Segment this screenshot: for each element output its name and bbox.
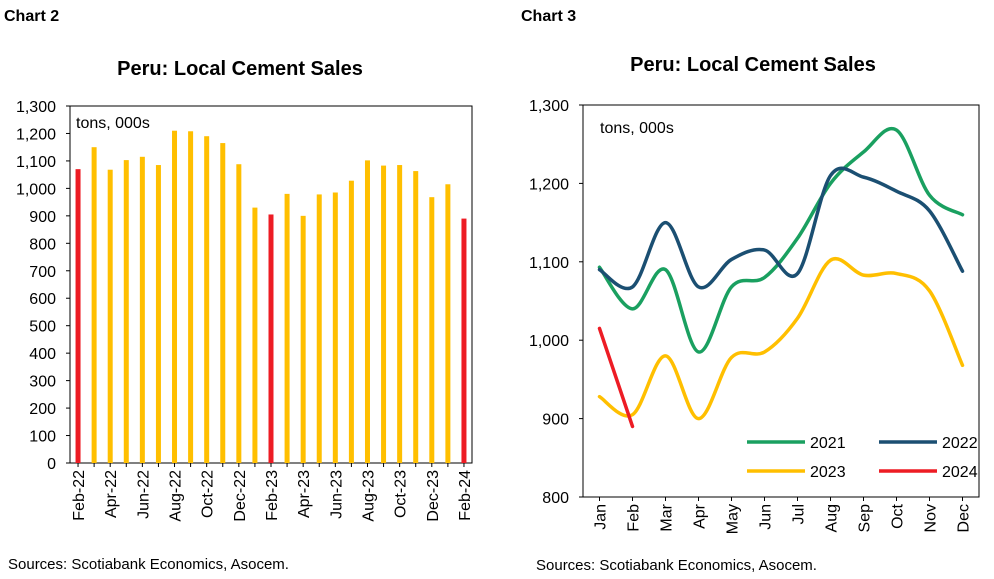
y-tick-label: 400: [29, 346, 56, 363]
bar: [316, 194, 322, 463]
bar: [155, 165, 161, 464]
y-tick-label: 1,200: [16, 126, 56, 143]
y-tick-label: 1,300: [16, 99, 56, 116]
y-tick-label: 500: [29, 319, 56, 336]
y-tick-label: 100: [29, 429, 56, 446]
bar: [348, 180, 354, 464]
y-tick-label: 600: [29, 291, 56, 308]
y-tick-label: 1,100: [529, 255, 569, 272]
bar: [172, 130, 178, 463]
bar: [220, 143, 226, 464]
series-line-2021: [597, 126, 965, 354]
series-line-2023: [597, 256, 965, 421]
y-tick-label: 700: [29, 264, 56, 281]
bar: [429, 197, 435, 463]
chart-3-title: Peru: Local Cement Sales: [630, 54, 876, 76]
chart-3-axes: 800 900 1,000 1,100 1,200 1,300 Jan Feb Mar Apr Ma…: [529, 98, 980, 534]
bar: [284, 193, 290, 463]
chart-3-unit-label: tons, 000s: [600, 120, 674, 137]
y-tick-label: 1,300: [529, 98, 569, 115]
bar: [332, 192, 338, 463]
y-tick-label: 900: [29, 209, 56, 226]
y-tick-label: 1,000: [529, 333, 569, 350]
x-tick-label: Jun-23: [328, 470, 345, 519]
x-tick-label: Jun-22: [135, 470, 152, 519]
x-tick-label: Nov: [923, 504, 940, 532]
legend-label-2024: 2024: [942, 464, 978, 481]
x-tick-label: Apr: [692, 503, 709, 529]
legend-label-2022: 2022: [942, 435, 978, 452]
x-tick-label: Apr-22: [103, 470, 120, 518]
bar: [461, 218, 467, 463]
chart-2-label: Chart 2: [4, 8, 60, 25]
series-line-2024: [597, 326, 635, 429]
x-tick-label: Feb-22: [71, 470, 88, 521]
y-tick-label: 0: [47, 456, 56, 473]
bar: [91, 147, 97, 463]
x-tick-label: Dec-22: [232, 470, 249, 522]
bar: [300, 215, 306, 463]
x-tick-label: Oct: [890, 503, 907, 528]
x-tick-label: Aug-23: [360, 470, 377, 522]
chart-2-axes: 0 100 200 300 400 500 600 700 800 900 1,000 1,100 1,…: [16, 99, 474, 522]
bar: [139, 156, 145, 464]
bar: [252, 207, 258, 463]
x-tick-label: Jan: [593, 504, 610, 530]
bar: [204, 136, 210, 463]
bar: [188, 131, 194, 463]
y-tick-label: 900: [542, 412, 569, 429]
y-tick-label: 1,100: [16, 154, 56, 171]
chart-3-legend: 2021 2022 2023 2024: [747, 435, 978, 481]
y-tick-label: 800: [29, 236, 56, 253]
bar: [268, 214, 274, 463]
chart-3-label: Chart 3: [521, 8, 577, 25]
y-tick-label: 800: [542, 490, 569, 507]
x-tick-label: Feb-24: [457, 470, 474, 521]
x-tick-label: Dec-23: [425, 470, 442, 522]
bar: [413, 171, 419, 463]
x-tick-label: Aug: [824, 504, 841, 532]
bar: [123, 160, 129, 463]
legend-label-2021: 2021: [810, 435, 846, 452]
chart-3-svg: Peru: Local Cement Sales 800 900 1,000 1,10…: [529, 54, 980, 574]
x-tick-label: Mar: [659, 503, 676, 531]
bar: [445, 184, 451, 463]
y-tick-label: 200: [29, 401, 56, 418]
y-tick-label: 1,000: [16, 181, 56, 198]
x-tick-label: Feb: [626, 504, 643, 532]
bar: [364, 160, 370, 463]
bar: [236, 164, 242, 464]
plot-frame: [582, 104, 980, 498]
x-tick-label: May: [725, 504, 742, 534]
chart-2-svg: Peru: Local Cement Sales 0 100 200 300 400 50…: [8, 58, 474, 573]
chart-2-unit-label: tons, 000s: [76, 115, 150, 132]
chart-3-panel: Chart 3 Peru: Local Cement Sales 800 900 1…: [517, 0, 994, 579]
bar: [75, 169, 81, 463]
x-tick-label: Feb-23: [264, 470, 281, 521]
series-line-2022: [597, 166, 965, 291]
bar: [381, 165, 387, 463]
x-tick-label: Jul: [791, 504, 808, 524]
x-tick-label: Aug-22: [168, 470, 185, 522]
x-tick-label: Oct-22: [200, 470, 217, 518]
chart-2-panel: Chart 2 Peru: Local Cement Sales 0 100 200…: [4, 8, 474, 573]
x-tick-label: Oct-23: [393, 470, 410, 518]
bar: [107, 169, 113, 464]
chart-3-source: Sources: Scotiabank Economics, Asocem.: [536, 557, 817, 574]
y-tick-label: 1,200: [529, 176, 569, 193]
x-tick-label: Jun: [758, 504, 775, 530]
chart-2-title: Peru: Local Cement Sales: [117, 58, 363, 80]
chart-2-source: Sources: Scotiabank Economics, Asocem.: [8, 556, 289, 573]
bar: [397, 165, 403, 464]
x-tick-label: Sep: [857, 504, 874, 533]
y-tick-label: 300: [29, 374, 56, 391]
x-tick-label: Apr-23: [296, 470, 313, 518]
legend-label-2023: 2023: [810, 464, 846, 481]
x-tick-label: Dec: [956, 504, 973, 532]
